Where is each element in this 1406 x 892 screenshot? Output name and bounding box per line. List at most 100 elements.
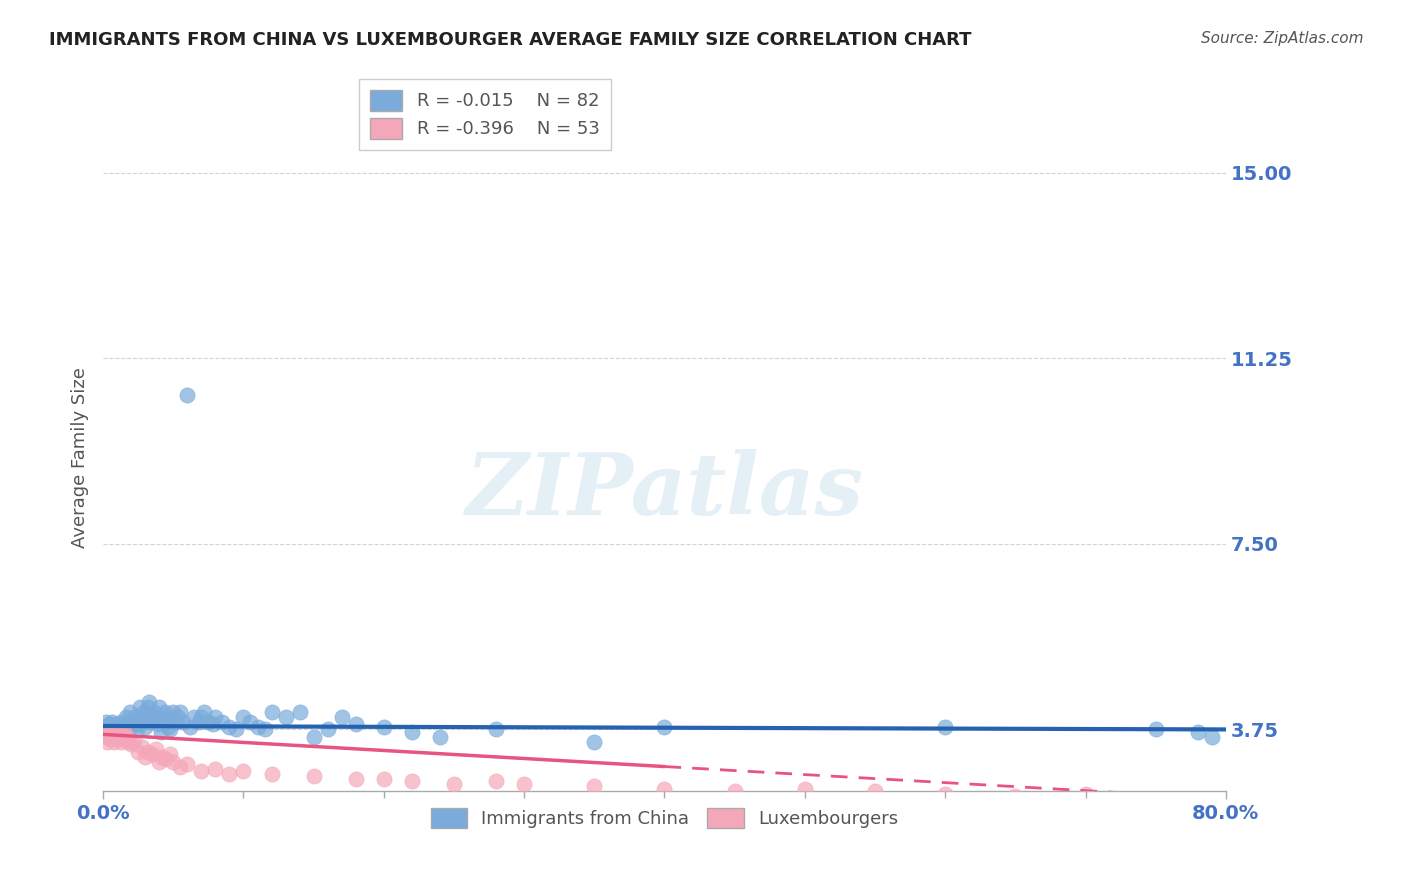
Point (148, 700, 170, 714)
Point (1144, 723, 1167, 737)
Point (253, 723, 276, 737)
Point (101, 730, 124, 744)
Legend: R = -0.015    N = 82, R = -0.396    N = 53: R = -0.015 N = 82, R = -0.396 N = 53 (359, 79, 610, 150)
Point (190, 710, 212, 724)
Point (108, 720, 131, 734)
Point (104, 727, 127, 741)
Point (155, 752, 177, 766)
Point (863, 784, 886, 798)
Point (101, 720, 124, 734)
Point (111, 725, 134, 739)
Point (134, 720, 156, 734)
Point (330, 710, 353, 724)
Point (112, 717, 135, 731)
Point (260, 767, 283, 781)
Point (513, 777, 536, 791)
Point (100, 714, 122, 729)
Text: Source: ZipAtlas.com: Source: ZipAtlas.com (1201, 31, 1364, 46)
Point (125, 723, 148, 737)
Point (105, 723, 128, 737)
Point (157, 710, 180, 724)
Point (165, 714, 187, 729)
Point (93, 725, 115, 739)
Point (274, 710, 297, 724)
Point (246, 720, 269, 734)
Point (159, 723, 181, 737)
Point (111, 730, 134, 744)
Point (1004, 789, 1026, 804)
Point (211, 714, 233, 729)
Point (138, 695, 160, 709)
Point (114, 710, 136, 724)
Point (97, 717, 120, 731)
Point (124, 710, 146, 724)
Point (115, 730, 138, 744)
Point (112, 725, 135, 739)
Point (302, 730, 325, 744)
Point (149, 725, 172, 739)
Point (316, 723, 339, 737)
Point (107, 730, 129, 744)
Point (204, 710, 226, 724)
Point (654, 781, 676, 796)
Point (150, 749, 173, 764)
Point (934, 787, 956, 801)
Point (204, 762, 226, 776)
Point (218, 767, 240, 781)
Point (136, 700, 159, 714)
Point (485, 774, 508, 789)
Point (583, 780, 606, 794)
Point (443, 777, 465, 791)
Point (117, 735, 139, 749)
Point (121, 717, 143, 731)
Point (108, 725, 131, 739)
Point (218, 720, 240, 734)
Point (239, 714, 262, 729)
Point (179, 720, 201, 734)
Point (104, 717, 127, 731)
Point (197, 714, 219, 729)
Point (724, 784, 747, 798)
Point (128, 700, 150, 714)
Point (485, 723, 508, 737)
Point (117, 714, 139, 729)
Point (93, 720, 115, 734)
Point (288, 705, 311, 719)
Point (103, 735, 125, 749)
Point (169, 759, 191, 773)
Point (110, 735, 132, 749)
Point (97, 727, 120, 741)
Point (183, 710, 205, 724)
Point (98, 732, 121, 747)
Point (302, 769, 325, 783)
Point (176, 388, 198, 402)
Point (169, 705, 191, 719)
Text: IMMIGRANTS FROM CHINA VS LUXEMBOURGER AVERAGE FAMILY SIZE CORRELATION CHART: IMMIGRANTS FROM CHINA VS LUXEMBOURGER AV… (49, 31, 972, 49)
Point (141, 710, 163, 724)
Point (153, 705, 176, 719)
Point (139, 714, 162, 729)
Point (232, 710, 254, 724)
Point (793, 781, 815, 796)
Point (172, 714, 194, 729)
Point (142, 705, 165, 719)
Point (201, 717, 224, 731)
Point (118, 705, 141, 719)
Point (120, 737, 142, 751)
Text: ZIPatlas: ZIPatlas (465, 449, 863, 533)
Point (110, 714, 132, 729)
Point (373, 772, 395, 786)
Point (94, 730, 117, 744)
Point (401, 774, 423, 789)
Point (159, 747, 181, 761)
Point (145, 710, 167, 724)
Point (150, 710, 173, 724)
Point (934, 720, 956, 734)
Point (166, 710, 188, 724)
Point (148, 755, 170, 769)
Point (155, 714, 177, 729)
Point (232, 764, 254, 779)
Point (134, 749, 156, 764)
Point (103, 730, 125, 744)
Point (146, 717, 169, 731)
